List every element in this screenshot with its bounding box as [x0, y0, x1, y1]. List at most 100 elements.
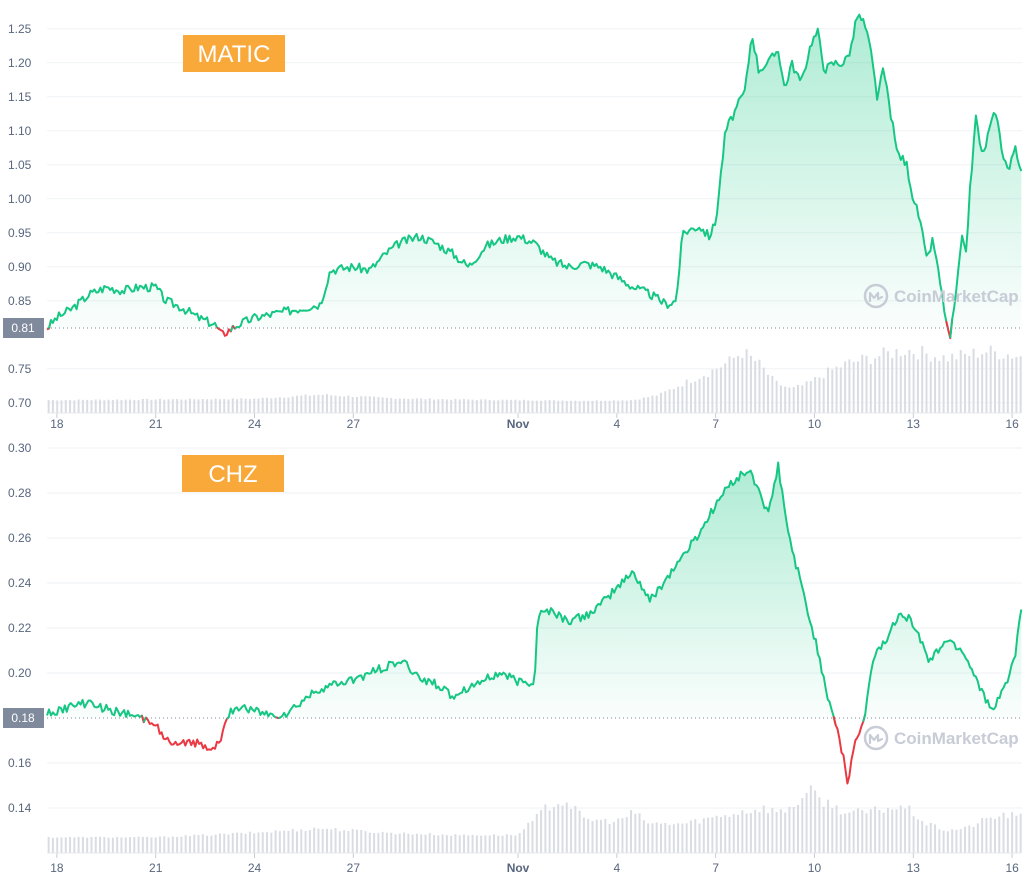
matic-volume-bar	[587, 400, 590, 413]
matic-price-segment-above	[234, 13, 950, 330]
chz-volume-bar	[321, 829, 324, 853]
chz-volume-bar	[270, 832, 273, 853]
chz-volume-bar	[916, 819, 919, 853]
chz-volume-bar	[779, 809, 782, 853]
chz-volume-bar	[570, 808, 573, 853]
matic-volume-bar	[518, 400, 521, 413]
chz-volume-bar	[647, 823, 650, 853]
chz-volume-bar	[223, 833, 226, 853]
matic-volume-bar	[334, 395, 337, 413]
chz-volume-bar	[218, 833, 221, 853]
chz-volume-bar	[904, 808, 907, 853]
chz-x-tick-label: 24	[248, 861, 262, 875]
matic-y-axis: 0.70 0.75 0.85 0.90 0.95 1.00 1.05 1.10 1.15 1.20…	[8, 22, 32, 410]
chz-volume-bar	[411, 834, 414, 853]
matic-volume-bar	[895, 349, 898, 413]
chz-volume-bar	[163, 836, 166, 853]
matic-volume-bar	[929, 361, 932, 413]
coinmarketcap-logo-icon	[863, 283, 889, 309]
chz-volume-bar	[330, 829, 333, 853]
chz-volume-bar	[745, 813, 748, 853]
chz-volume-bar	[480, 835, 483, 853]
chz-volume-bar	[94, 836, 97, 853]
matic-volume-bar	[103, 400, 106, 413]
chz-price-segment-below	[145, 716, 230, 751]
chz-volume-bar	[505, 834, 508, 853]
matic-volume-bar	[784, 386, 787, 413]
chz-volume-bar	[741, 810, 744, 853]
matic-volume-bar	[51, 400, 54, 413]
matic-volume-bar	[158, 398, 161, 413]
matic-volume-bar	[236, 399, 239, 413]
chz-volume-bar	[728, 816, 731, 853]
chz-volume-bar	[689, 820, 692, 853]
matic-volume-bar	[394, 398, 397, 413]
matic-volume-bar	[514, 399, 517, 413]
matic-price-segment-above	[48, 282, 220, 330]
chz-volume-bar	[634, 813, 637, 853]
chz-volume-bar	[158, 836, 161, 853]
matic-volume-bar	[869, 363, 872, 413]
chz-volume-bar	[287, 830, 290, 853]
matic-volume-bar	[672, 389, 675, 413]
chz-volume-bar	[355, 829, 358, 853]
chz-volume-bar	[347, 831, 350, 853]
chz-x-tick-label: Nov	[507, 861, 530, 875]
matic-volume-bar	[655, 395, 658, 413]
chz-volume-bar	[227, 834, 230, 853]
matic-volume-bar	[964, 353, 967, 413]
matic-volume-bar	[377, 396, 380, 413]
chz-price-segment-above	[862, 609, 1023, 722]
matic-volume-bar	[283, 397, 286, 413]
matic-y-tick-label: 0.95	[8, 226, 32, 240]
matic-volume-bar	[612, 400, 615, 413]
matic-volume-bar	[94, 399, 97, 413]
chz-volume-bar	[253, 833, 256, 853]
matic-volume-bar	[150, 399, 153, 413]
chz-y-tick-label: 0.20	[8, 666, 32, 680]
chz-volume-bar	[814, 790, 817, 853]
chz-volume-bar	[296, 831, 299, 853]
chz-volume-bar	[655, 822, 658, 853]
chz-y-tick-label: 0.24	[8, 576, 32, 590]
chz-volume-bar	[899, 805, 902, 853]
chz-volume-bar	[565, 802, 568, 853]
chz-volume-bar	[608, 824, 611, 853]
chz-volume-bar	[582, 817, 585, 853]
chz-volume-bar	[972, 826, 975, 853]
matic-volume-bar	[775, 380, 778, 413]
chz-volume-bar	[188, 836, 191, 853]
matic-baseline-tag: 0.81	[3, 318, 44, 338]
matic-volume-bar	[647, 397, 650, 413]
matic-volume-bar	[805, 381, 808, 413]
matic-volume-bar	[865, 355, 868, 413]
matic-volume-bar	[124, 399, 127, 413]
matic-volume-bar	[364, 396, 367, 413]
matic-volume-bar	[505, 399, 508, 413]
matic-volume-bar	[385, 397, 388, 413]
matic-volume-bar	[719, 367, 722, 413]
chz-price-segment-below	[832, 714, 867, 785]
chz-volume-bar	[69, 836, 72, 853]
chz-volume-bar	[715, 815, 718, 853]
chz-volume-bar	[758, 812, 761, 853]
matic-volume-bar	[411, 398, 414, 413]
chz-volume-bar	[886, 808, 889, 853]
matic-volume-bar	[381, 397, 384, 413]
matic-volume-bar	[501, 399, 504, 413]
chz-y-axis: 0.14 0.16 0.20 0.22 0.24 0.26 0.28 0.30	[8, 441, 32, 815]
matic-volume-bar	[304, 394, 307, 413]
matic-y-tick-label: 1.10	[8, 124, 32, 138]
chz-volume-bar	[921, 820, 924, 853]
matic-y-tick-label: 0.75	[8, 362, 32, 376]
chz-volume-bar	[831, 808, 834, 853]
matic-volume-bar	[1011, 358, 1014, 413]
chz-volume-bar	[822, 806, 825, 853]
chz-volume-bar	[373, 833, 376, 853]
chz-volume-bar	[668, 824, 671, 853]
chz-volume-bar	[797, 804, 800, 853]
matic-volume-bar	[925, 353, 928, 413]
matic-volume-bar	[904, 354, 907, 413]
matic-volume-bar	[77, 399, 80, 413]
chz-x-tick-label: 18	[50, 861, 64, 875]
